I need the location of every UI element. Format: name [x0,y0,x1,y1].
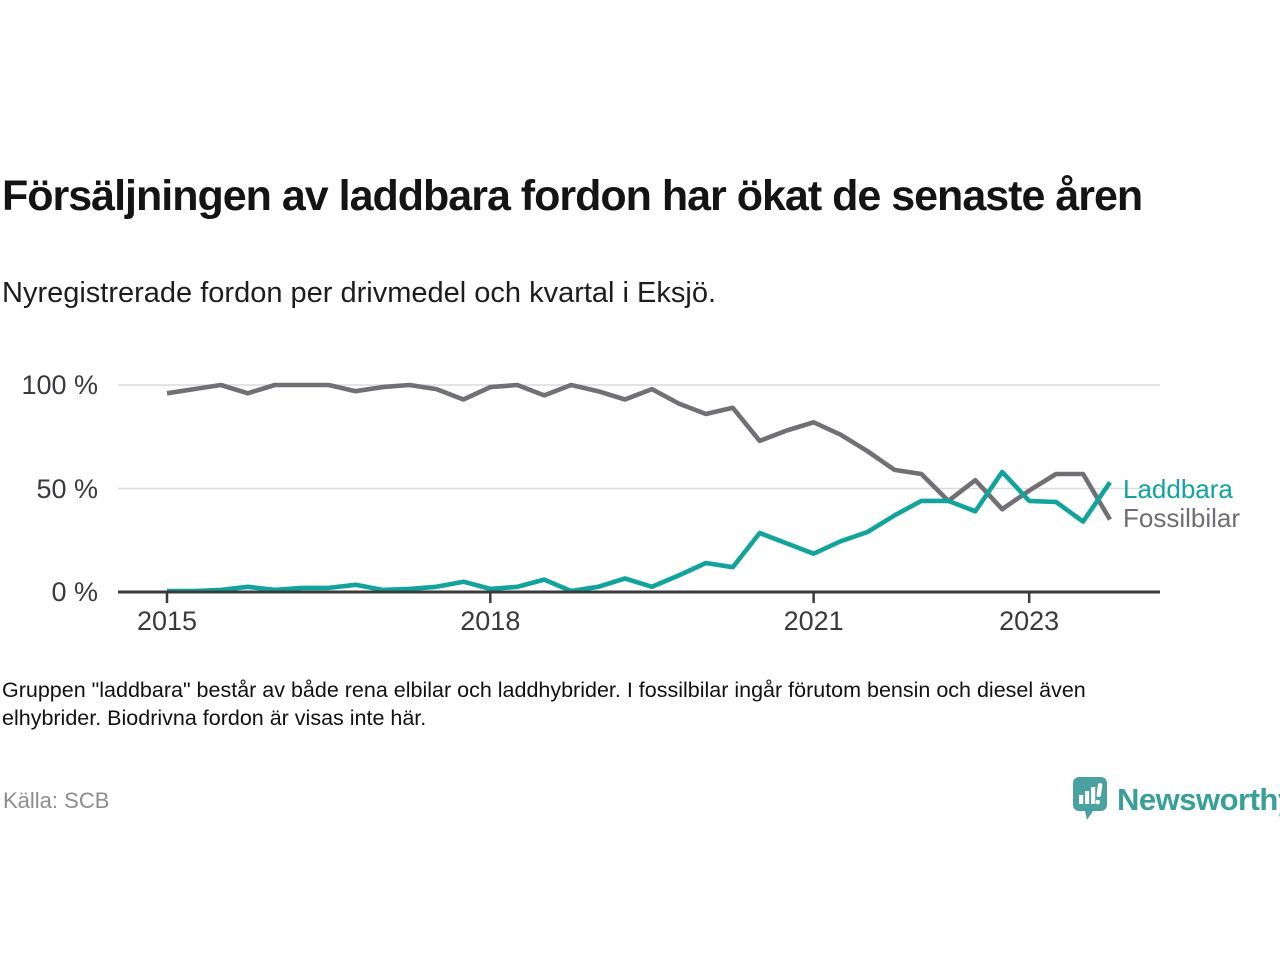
y-tick-label-0: 0 % [51,577,98,607]
line-chart-plot [118,382,1160,603]
x-tick-label-2021: 2021 [783,606,844,636]
series-line-laddbara [167,469,1112,594]
footnote-line-1: Gruppen "laddbara" består av både rena e… [2,678,1086,702]
y-tick-label-100: 100 % [21,370,98,400]
source-label: Källa: SCB [3,788,110,813]
chart-subtitle: Nyregistrerade fordon per drivmedel och … [2,277,717,309]
x-axis-ticks [165,592,1031,603]
newsworthy-chart-bubble-icon [1073,777,1107,820]
x-tick-label-2015: 2015 [136,606,198,636]
x-tick-label-2018: 2018 [460,606,521,636]
chart-title: Försäljningen av laddbara fordon har öka… [2,171,1143,220]
brand-name: Newsworthy [1117,782,1280,817]
legend-label-laddbara: Laddbara [1123,474,1233,504]
legend-label-fossilbilar: Fossilbilar [1123,503,1241,533]
x-tick-label-2023: 2023 [999,606,1060,636]
brand-logo: Newsworthy [1072,776,1280,826]
y-tick-label-50: 50 % [36,473,98,504]
series-line-fossilbilar [166,382,1112,521]
footnote-line-2: elhybrider. Biodrivna fordon är visas in… [2,706,427,730]
